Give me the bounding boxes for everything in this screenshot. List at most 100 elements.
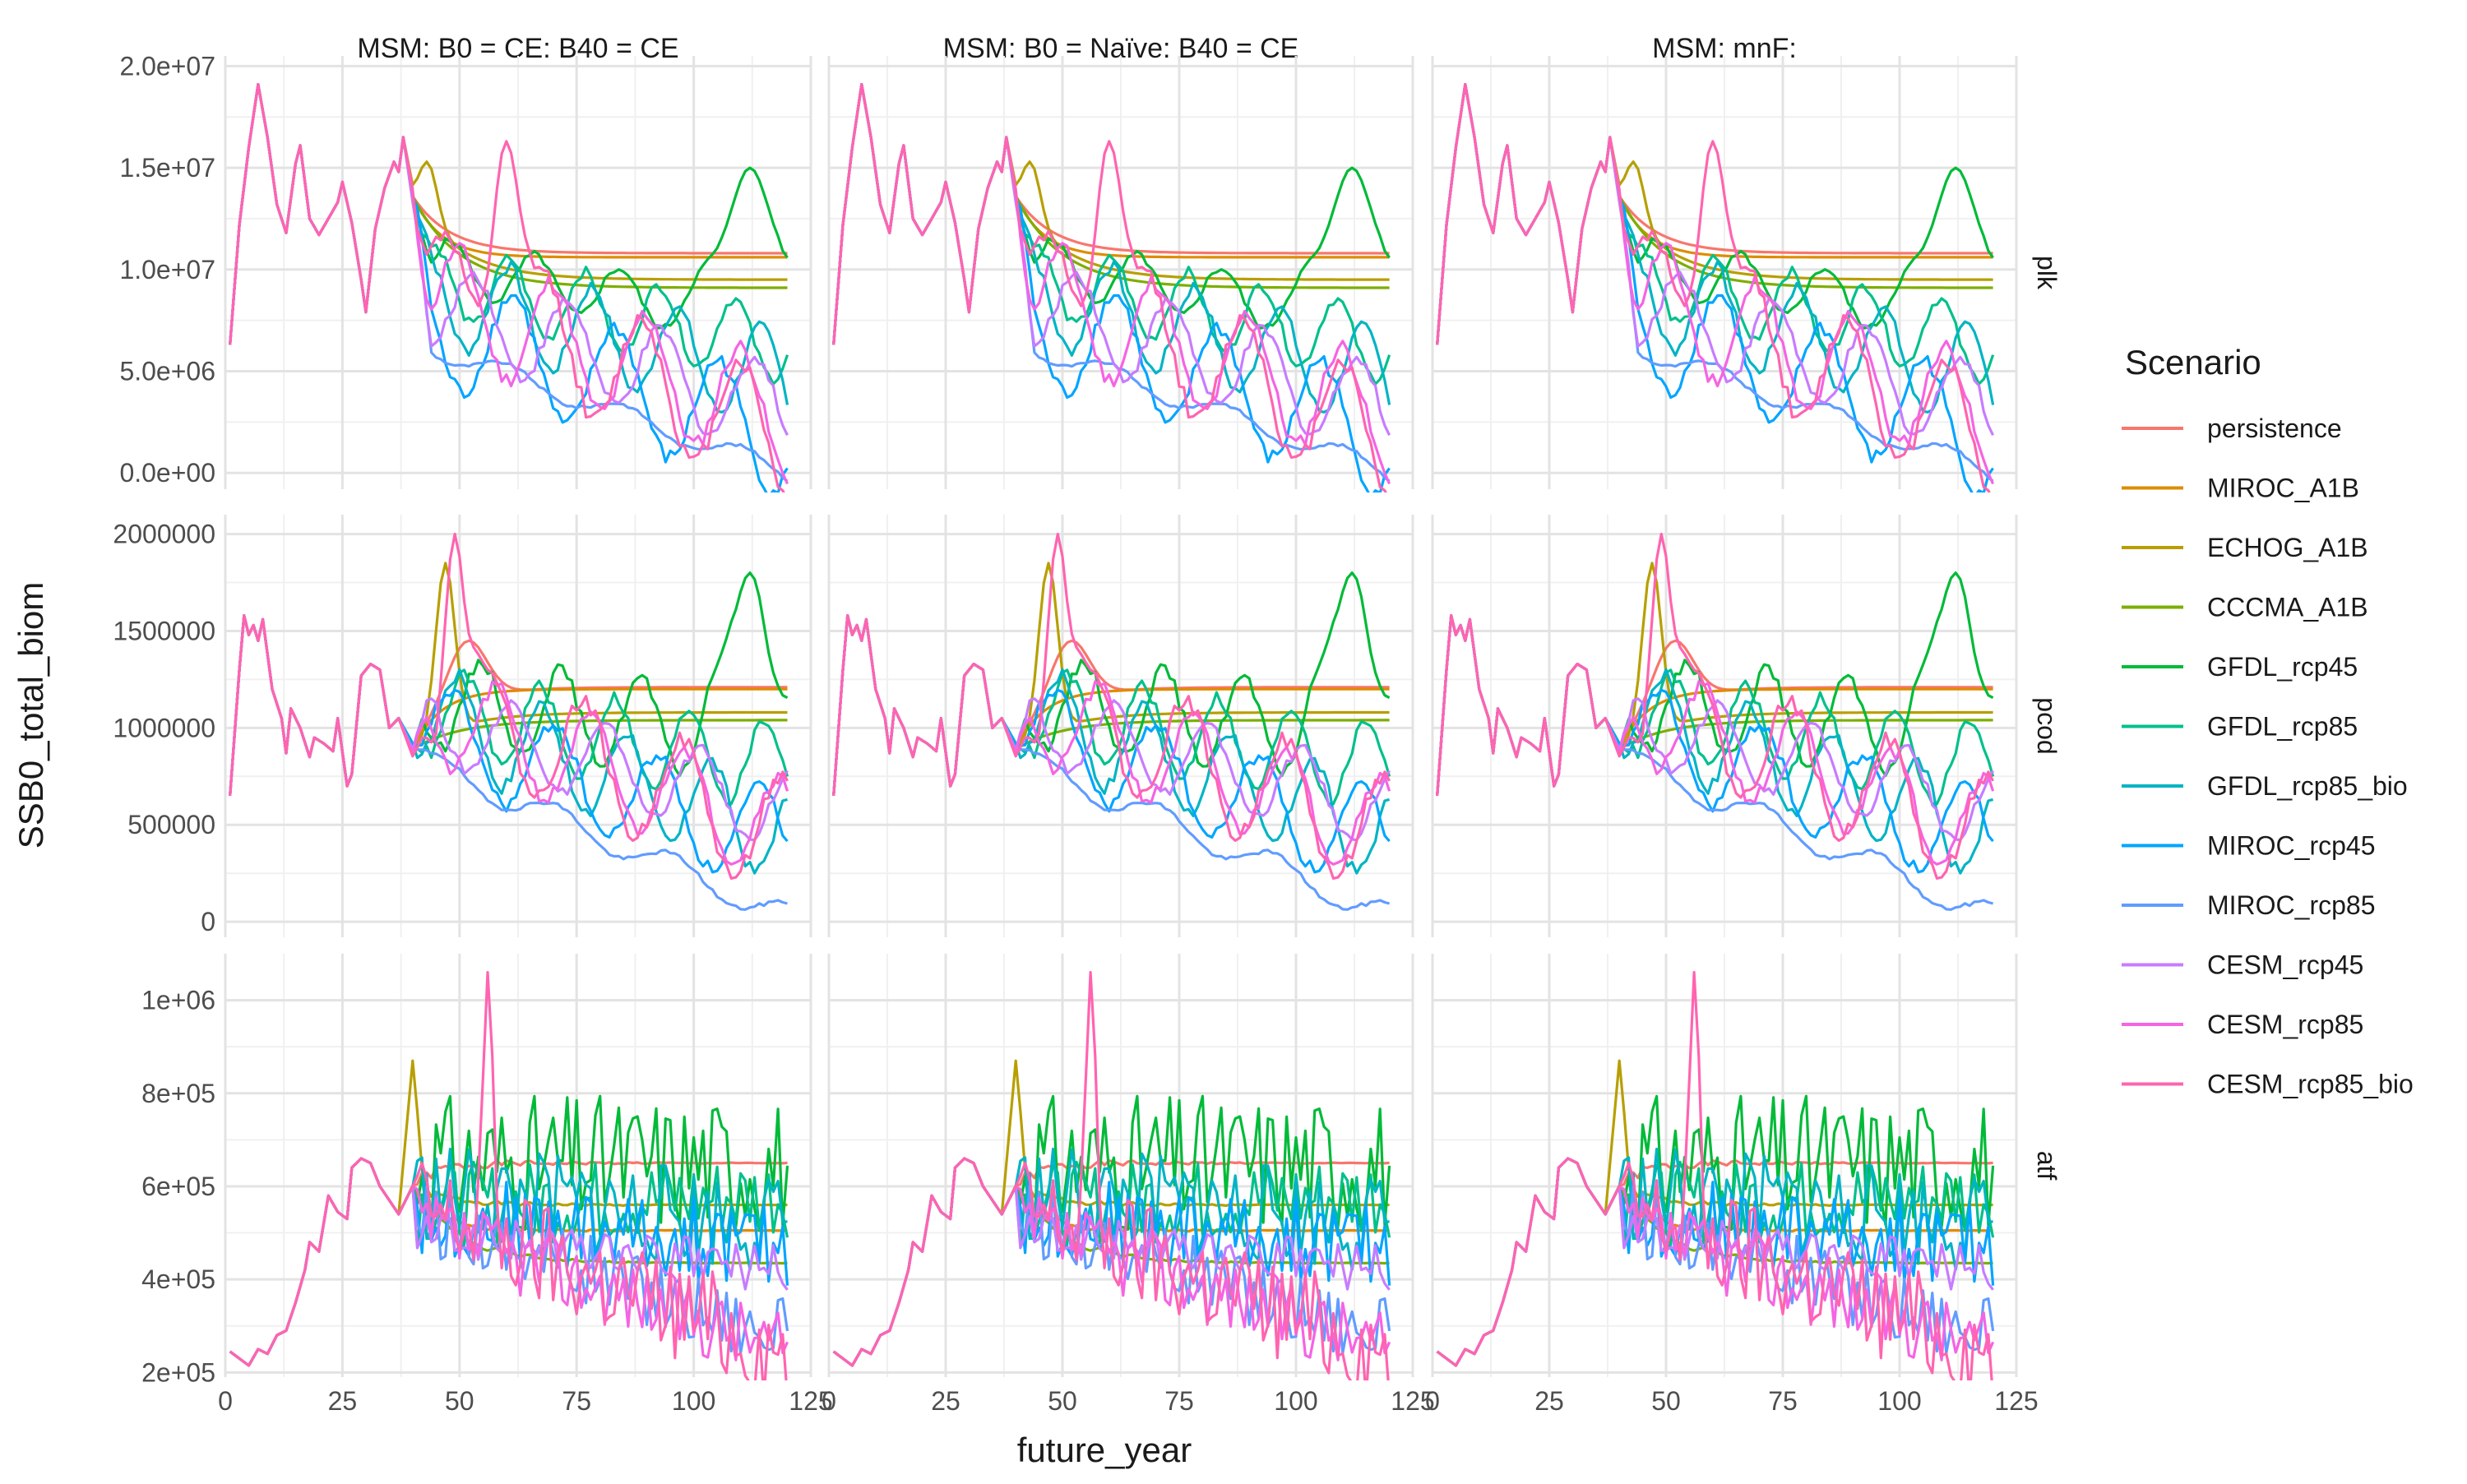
series-group	[229, 83, 789, 492]
series-line-CCCMA_A1B	[229, 83, 788, 345]
series-line-persistence	[832, 83, 1390, 345]
series-line-MIROC_A1B	[1436, 83, 1993, 345]
facet-panel	[827, 954, 1414, 1380]
x-tick-label: 25	[328, 1386, 358, 1416]
x-tick-label: 0	[218, 1386, 233, 1416]
y-tick-label: 0	[201, 907, 215, 936]
series-line-GFDL_rcp45	[832, 83, 1391, 345]
y-tick-label: 2.0e+07	[119, 51, 215, 81]
y-tick-label: 4e+05	[141, 1264, 215, 1294]
series-group	[1436, 533, 1995, 911]
facet-panel	[224, 954, 812, 1380]
y-tick-label: 6e+05	[141, 1172, 215, 1201]
series-line-GFDL_rcp45	[1436, 571, 1994, 797]
facet-row-title: plk	[2032, 256, 2062, 290]
x-tick-label: 25	[931, 1386, 960, 1416]
x-tick-label: 75	[1768, 1386, 1798, 1416]
legend-label: ECHOG_A1B	[2207, 533, 2368, 562]
series-group	[229, 533, 789, 911]
series-group	[1436, 971, 1995, 1380]
series-group	[229, 971, 789, 1380]
series-line-persistence	[229, 83, 788, 345]
y-tick-label: 8e+05	[141, 1079, 215, 1108]
facet-panel	[827, 515, 1414, 937]
series-line-CESM_rcp85_bio	[229, 971, 788, 1380]
series-line-ECHOG_A1B	[1436, 83, 1993, 345]
legend-title: Scenario	[2125, 343, 2261, 381]
legend-label: persistence	[2207, 414, 2342, 443]
x-tick-label: 50	[1048, 1386, 1077, 1416]
series-line-ECHOG_A1B	[229, 83, 788, 345]
series-line-GFDL_rcp45	[832, 571, 1391, 797]
series-line-CESM_rcp85_bio	[1436, 83, 1991, 492]
series-line-CESM_rcp85_bio	[832, 971, 1390, 1380]
y-tick-label: 0.0e+00	[119, 458, 215, 488]
series-group	[832, 971, 1391, 1380]
y-tick-label: 1000000	[113, 713, 215, 742]
legend-label: GFDL_rcp85_bio	[2207, 771, 2408, 801]
facet-panel	[224, 515, 812, 937]
x-axis-title: future_year	[1017, 1431, 1192, 1469]
x-tick-label: 25	[1534, 1386, 1564, 1416]
y-tick-label: 1500000	[113, 616, 215, 645]
series-line-GFDL_rcp45	[229, 83, 789, 345]
series-line-CESM_rcp85_bio	[1436, 971, 1993, 1380]
y-tick-label: 2000000	[113, 520, 215, 549]
facet-row-title: atf	[2032, 1151, 2062, 1181]
legend-label: CESM_rcp45	[2207, 950, 2363, 980]
series-group	[832, 83, 1391, 492]
legend-label: MIROC_rcp45	[2207, 831, 2376, 861]
series-line-CESM_rcp85_bio	[832, 533, 1391, 880]
series-line-GFDL_rcp85	[229, 83, 789, 386]
series-group	[832, 533, 1391, 911]
legend-label: GFDL_rcp85	[2207, 712, 2358, 742]
x-tick-label: 0	[822, 1386, 836, 1416]
series-line-GFDL_rcp45	[1436, 83, 1994, 345]
x-tick-label: 0	[1425, 1386, 1440, 1416]
y-tick-label: 500000	[127, 810, 215, 839]
series-line-GFDL_rcp85	[1436, 83, 1995, 386]
legend-label: CESM_rcp85_bio	[2207, 1070, 2414, 1099]
series-group	[1436, 83, 1995, 492]
series-line-CESM_rcp85_bio	[229, 83, 785, 492]
x-tick-label: 75	[1164, 1386, 1194, 1416]
series-line-CESM_rcp85_bio	[832, 83, 1387, 492]
facet-panel	[1431, 56, 2018, 492]
facet-row-title: pcod	[2032, 697, 2062, 754]
legend-label: MIROC_rcp85	[2207, 890, 2376, 920]
series-line-ECHOG_A1B	[832, 83, 1390, 345]
x-tick-label: 125	[789, 1386, 832, 1416]
series-line-CCCMA_A1B	[1436, 83, 1993, 345]
legend-label: MIROC_A1B	[2207, 474, 2359, 503]
x-tick-label: 50	[445, 1386, 474, 1416]
series-line-CESM_rcp85_bio	[229, 533, 789, 880]
y-tick-label: 5.0e+06	[119, 356, 215, 386]
facet-panel	[827, 56, 1414, 492]
series-line-CCCMA_A1B	[832, 83, 1390, 345]
series-line-MIROC_A1B	[832, 83, 1390, 345]
x-tick-label: 100	[1877, 1386, 1921, 1416]
legend-label: CCCMA_A1B	[2207, 593, 2368, 622]
facet-panel	[1431, 954, 2018, 1380]
x-tick-label: 50	[1651, 1386, 1681, 1416]
x-tick-label: 75	[562, 1386, 591, 1416]
x-tick-label: 125	[1391, 1386, 1434, 1416]
series-line-CESM_rcp85_bio	[1436, 533, 1995, 880]
y-tick-label: 1.5e+07	[119, 153, 215, 183]
facet-panel	[224, 56, 812, 492]
legend-label: GFDL_rcp45	[2207, 652, 2358, 682]
y-axis-title: SSB0_total_biom	[12, 582, 50, 849]
y-tick-label: 1.0e+07	[119, 255, 215, 284]
x-tick-label: 100	[1274, 1386, 1317, 1416]
x-tick-label: 100	[672, 1386, 715, 1416]
legend-label: CESM_rcp85	[2207, 1010, 2363, 1039]
series-line-GFDL_rcp45	[229, 571, 789, 797]
series-line-GFDL_rcp85	[832, 83, 1391, 386]
y-tick-label: 1e+06	[141, 986, 215, 1015]
series-line-persistence	[1436, 83, 1993, 345]
x-tick-label: 125	[1994, 1386, 2038, 1416]
series-line-MIROC_A1B	[229, 83, 788, 345]
y-tick-label: 2e+05	[141, 1357, 215, 1387]
